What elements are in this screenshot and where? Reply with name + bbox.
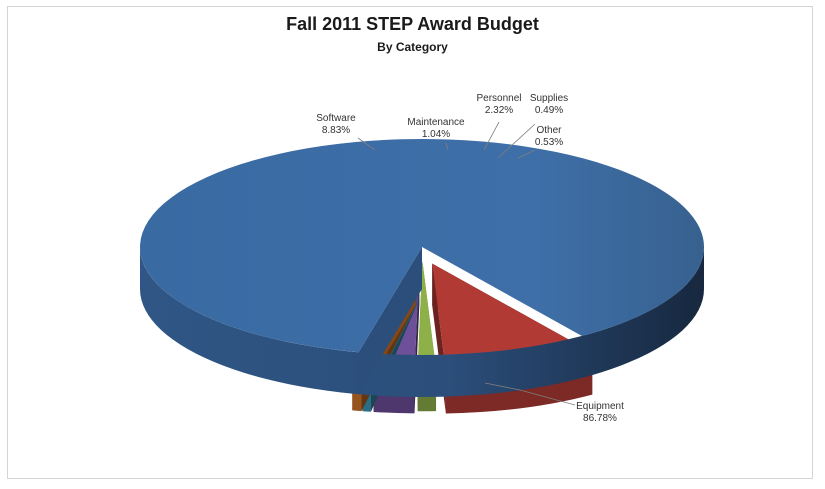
leader-line-software — [357, 137, 376, 151]
leader-line-other — [517, 149, 536, 159]
leader-line-maintenance — [445, 142, 449, 151]
leader-line-equipment — [484, 382, 576, 406]
slice-label-value-other: 0.53% — [535, 137, 563, 148]
slice-label-value-personnel: 2.32% — [485, 105, 513, 116]
slice-label-name-equipment: Equipment — [576, 401, 624, 412]
leader-line-supplies — [497, 123, 536, 159]
slice-label-name-personnel: Personnel — [476, 93, 521, 104]
slice-equipment — [139, 139, 704, 397]
pie-slices — [139, 139, 704, 414]
slice-label-name-other: Other — [536, 125, 562, 136]
slice-equipment-side — [140, 247, 704, 397]
chart-title: Fall 2011 STEP Award Budget — [286, 14, 539, 34]
slice-label-value-software: 8.83% — [322, 125, 350, 136]
slice-label-name-software: Software — [316, 113, 356, 124]
slice-equipment-wall — [358, 247, 422, 395]
chart-subtitle: By Category — [377, 40, 448, 54]
slice-maintenance-top — [417, 261, 437, 370]
slice-label-name-maintenance: Maintenance — [407, 117, 465, 128]
slice-equipment-top — [139, 139, 704, 353]
slice-label-value-maintenance: 1.04% — [422, 129, 450, 140]
slice-label-value-supplies: 0.49% — [535, 105, 563, 116]
slice-label-value-equipment: 86.78% — [583, 413, 617, 424]
leader-line-personnel — [483, 121, 500, 151]
slice-label-name-supplies: Supplies — [530, 93, 568, 104]
